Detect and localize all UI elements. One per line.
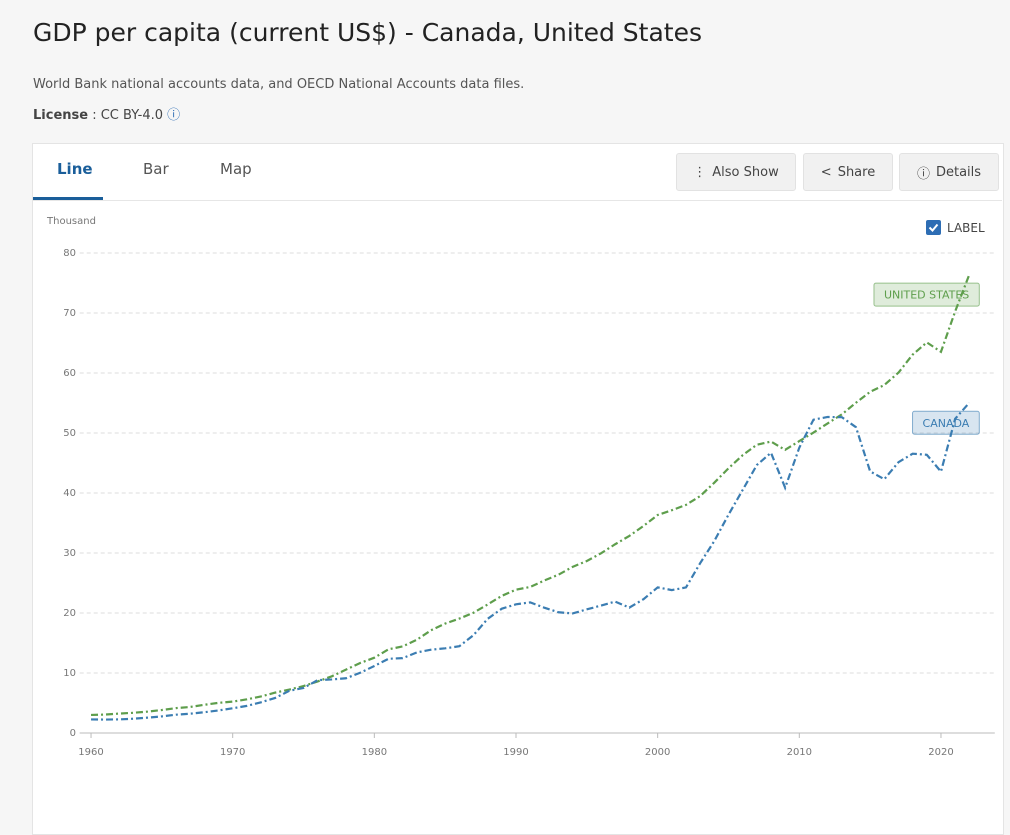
page-title: GDP per capita (current US$) - Canada, U… (33, 18, 703, 47)
license-label: License (33, 108, 89, 123)
share-button[interactable]: < Share (803, 153, 893, 191)
y-axis-unit: Thousand (46, 216, 96, 227)
x-tick-label: 2000 (645, 747, 670, 758)
details-button[interactable]: ⓘ Details (899, 153, 999, 191)
chart: Thousand 0 10 20 30 40 50 60 70 80 1960 1970 1980 19… (46, 216, 995, 758)
y-tick-label: 50 (63, 428, 76, 439)
tab-underline (33, 197, 103, 200)
end-label: UNITED STATES (873, 282, 980, 307)
tab-bar[interactable]: Bar (143, 160, 169, 178)
x-tick-label: 1960 (78, 747, 103, 758)
toggle-label: LABEL (947, 220, 985, 235)
tab-divider (33, 200, 1002, 201)
x-tick-label: 1970 (220, 747, 245, 758)
y-tick-label: 70 (63, 308, 76, 319)
y-tick-label: 40 (63, 488, 76, 499)
y-tick-label: 10 (63, 668, 76, 679)
y-tick-label: 30 (63, 548, 76, 559)
tab-line[interactable]: Line (57, 160, 93, 178)
x-tick-label: 2020 (928, 747, 953, 758)
series-line (91, 274, 971, 717)
end-label: CANADA (912, 410, 980, 435)
end-label-box (912, 410, 980, 435)
end-label-text: CANADA (923, 417, 970, 430)
button-label: Share (837, 164, 876, 180)
x-tick-label: 1990 (503, 747, 528, 758)
button-label: Also Show (712, 164, 779, 180)
button-label: Details (935, 164, 982, 180)
chart-card (32, 143, 1004, 835)
tab-map[interactable]: Map (220, 160, 252, 178)
y-tick-label: 80 (63, 248, 76, 259)
series-line (91, 402, 971, 721)
license: License : CC BY-4.0 ⓘ (33, 108, 181, 123)
label-toggle[interactable]: LABEL (926, 220, 985, 235)
page: GDP per capita (current US$) - Canada, U… (32, 18, 1004, 835)
source-note: World Bank national accounts data, and O… (33, 77, 525, 92)
end-label-text: UNITED STATES (884, 289, 969, 302)
x-tick-label: 1980 (362, 747, 387, 758)
license-value: : CC BY-4.0 (92, 108, 163, 123)
checkbox[interactable] (926, 220, 941, 235)
end-label-box (873, 282, 980, 307)
also-show-button[interactable]: ⋮ Also Show (676, 153, 796, 191)
y-tick-label: 0 (70, 728, 76, 739)
y-tick-label: 60 (63, 368, 76, 379)
x-tick-label: 2010 (787, 747, 812, 758)
y-tick-label: 20 (63, 608, 76, 619)
